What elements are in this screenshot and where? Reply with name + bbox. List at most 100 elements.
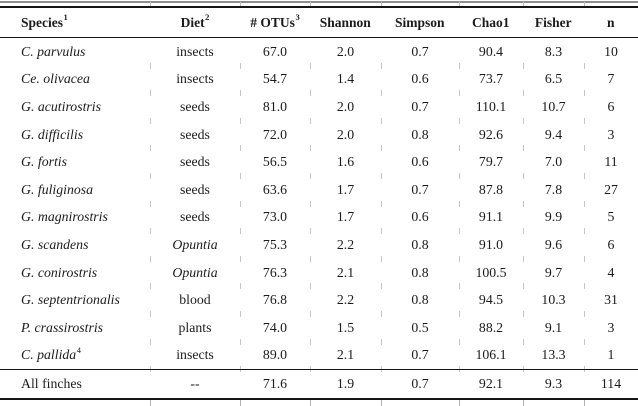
n-cell: 6 — [607, 236, 615, 252]
table-row: G. scandens Opuntia 75.3 2.2 0.8 91.0 9.6 6 — [0, 231, 638, 262]
simpson-cell: 0.8 — [381, 231, 460, 262]
simpson-cell: 0.6 — [381, 66, 460, 96]
n-cell: 31 — [604, 292, 618, 308]
shannon-cell: 2.1 — [310, 259, 382, 289]
chao1-cell: 79.7 — [459, 148, 524, 179]
table-row: G. conirostris Opuntia 76.3 2.1 0.8 100.5 9.7 4 — [0, 259, 638, 289]
fisher-cell: 13.3 — [523, 342, 585, 372]
shannon-cell: 1.4 — [310, 66, 382, 96]
diet-cell: insects — [150, 66, 241, 96]
shannon-cell: 1.9 — [310, 369, 382, 406]
shannon-cell: 2.2 — [310, 231, 382, 262]
chao1-cell: 110.1 — [459, 93, 524, 124]
header-label: # OTUs — [250, 14, 295, 30]
diet-cell: seeds — [150, 121, 241, 151]
n-cell: 114 — [584, 369, 638, 400]
simpson-cell: 0.8 — [381, 121, 460, 151]
diet-cell: insects — [150, 342, 241, 372]
header-label: n — [606, 14, 615, 30]
diet-cell: plants — [150, 314, 241, 345]
header-chao1: Chao1 — [459, 2, 524, 38]
header-row: Species1 Diet2 # OTUs3 Shannon Simpson C… — [0, 2, 638, 38]
simpson-cell: 0.5 — [381, 314, 460, 345]
chao1-cell: 92.1 — [459, 369, 524, 406]
summary-row: All finches -- 71.6 1.9 0.7 92.1 9.3 114 — [0, 369, 638, 406]
table-row: P. crassirostris plants 74.0 1.5 0.5 88.2 9.1 3 — [0, 314, 638, 345]
table-row: C. pallida4 insects 89.0 2.1 0.7 106.1 13.3 1 — [0, 342, 638, 372]
fisher-cell: 9.6 — [523, 231, 585, 262]
table-body: C. parvulus insects 67.0 2.0 0.7 90.4 8.3 10 Ce.… — [0, 38, 638, 372]
fisher-cell: 7.0 — [523, 148, 585, 179]
header-label: Chao1 — [471, 14, 510, 30]
n-cell: 3 — [607, 126, 615, 142]
fisher-cell: 10.7 — [523, 93, 585, 124]
simpson-cell: 0.6 — [381, 204, 460, 234]
n-cell: 4 — [607, 264, 615, 280]
table-row: Ce. olivacea insects 54.7 1.4 0.6 73.7 6.5 7 — [0, 66, 638, 96]
simpson-cell: 0.6 — [381, 148, 460, 179]
table-row: G. acutirostris seeds 81.0 2.0 0.7 110.1 10.7 6 — [0, 93, 638, 124]
header-diet: Diet2 — [150, 2, 241, 38]
chao1-cell: 88.2 — [459, 314, 524, 345]
header-shannon: Shannon — [310, 2, 382, 38]
top-hairline — [0, 1, 638, 3]
header-otus: # OTUs3 — [240, 2, 311, 38]
n-cell: 3 — [607, 319, 615, 335]
shannon-cell: 2.0 — [310, 38, 382, 69]
otus-cell: 63.6 — [240, 176, 311, 207]
header-footnote-mark: 3 — [295, 12, 300, 22]
chao1-cell: 91.1 — [459, 204, 524, 234]
header-fisher: Fisher — [523, 2, 585, 38]
simpson-cell: 0.8 — [381, 286, 460, 317]
table-header: Species1 Diet2 # OTUs3 Shannon Simpson C… — [0, 2, 638, 38]
species-cell: C. parvulus — [0, 38, 151, 69]
table-row: G. fuliginosa seeds 63.6 1.7 0.7 87.8 7.8 27 — [0, 176, 638, 207]
chao1-cell: 90.4 — [459, 38, 524, 69]
chao1-cell: 106.1 — [459, 342, 524, 372]
chao1-cell: 94.5 — [459, 286, 524, 317]
chao1-cell: 73.7 — [459, 66, 524, 96]
simpson-cell: 0.7 — [381, 342, 460, 372]
species-cell: C. pallida4 — [0, 342, 151, 372]
fisher-cell: 9.3 — [523, 369, 585, 406]
fisher-cell: 10.3 — [523, 286, 585, 317]
fisher-cell: 9.1 — [523, 314, 585, 345]
simpson-cell: 0.7 — [381, 38, 460, 69]
table-row: G. septentrionalis blood 76.8 2.2 0.8 94.5 10.… — [0, 286, 638, 317]
n-cell: 5 — [607, 209, 615, 225]
fisher-cell: 9.9 — [523, 204, 585, 234]
shannon-cell: 1.5 — [310, 314, 382, 345]
species-cell: G. acutirostris — [0, 93, 151, 124]
header-label: Shannon — [319, 14, 371, 30]
header-label: Diet — [180, 14, 205, 30]
otus-cell: 73.0 — [240, 204, 311, 234]
simpson-cell: 0.7 — [381, 369, 460, 406]
header-footnote-mark: 2 — [205, 12, 210, 22]
diet-cell: seeds — [150, 93, 241, 124]
header-n: n — [584, 6, 638, 38]
species-cell: P. crassirostris — [0, 314, 151, 345]
diet-cell: Opuntia — [150, 259, 241, 289]
header-footnote-mark: 1 — [63, 12, 68, 22]
shannon-cell: 1.6 — [310, 148, 382, 179]
species-cell: Ce. olivacea — [0, 66, 151, 96]
header-simpson: Simpson — [381, 2, 460, 38]
shannon-cell: 1.7 — [310, 176, 382, 207]
table-row: G. magnirostris seeds 73.0 1.7 0.6 91.1 9.9 5 — [0, 204, 638, 234]
n-cell: 6 — [607, 98, 615, 114]
header-label: Fisher — [534, 14, 572, 30]
chao1-cell: 91.0 — [459, 231, 524, 262]
diet-cell: Opuntia — [150, 231, 241, 262]
table-row: G. difficilis seeds 72.0 2.0 0.8 92.6 9.4 3 — [0, 121, 638, 151]
simpson-cell: 0.7 — [381, 93, 460, 124]
table-row: G. fortis seeds 56.5 1.6 0.6 79.7 7.0 11 — [0, 148, 638, 179]
shannon-cell: 2.0 — [310, 121, 382, 151]
diet-cell: seeds — [150, 176, 241, 207]
shannon-cell: 2.2 — [310, 286, 382, 317]
species-cell: G. conirostris — [0, 259, 151, 289]
shannon-cell: 2.1 — [310, 342, 382, 372]
otus-cell: 56.5 — [240, 148, 311, 179]
species-cell: G. magnirostris — [0, 204, 151, 234]
species-cell: All finches — [0, 369, 151, 406]
